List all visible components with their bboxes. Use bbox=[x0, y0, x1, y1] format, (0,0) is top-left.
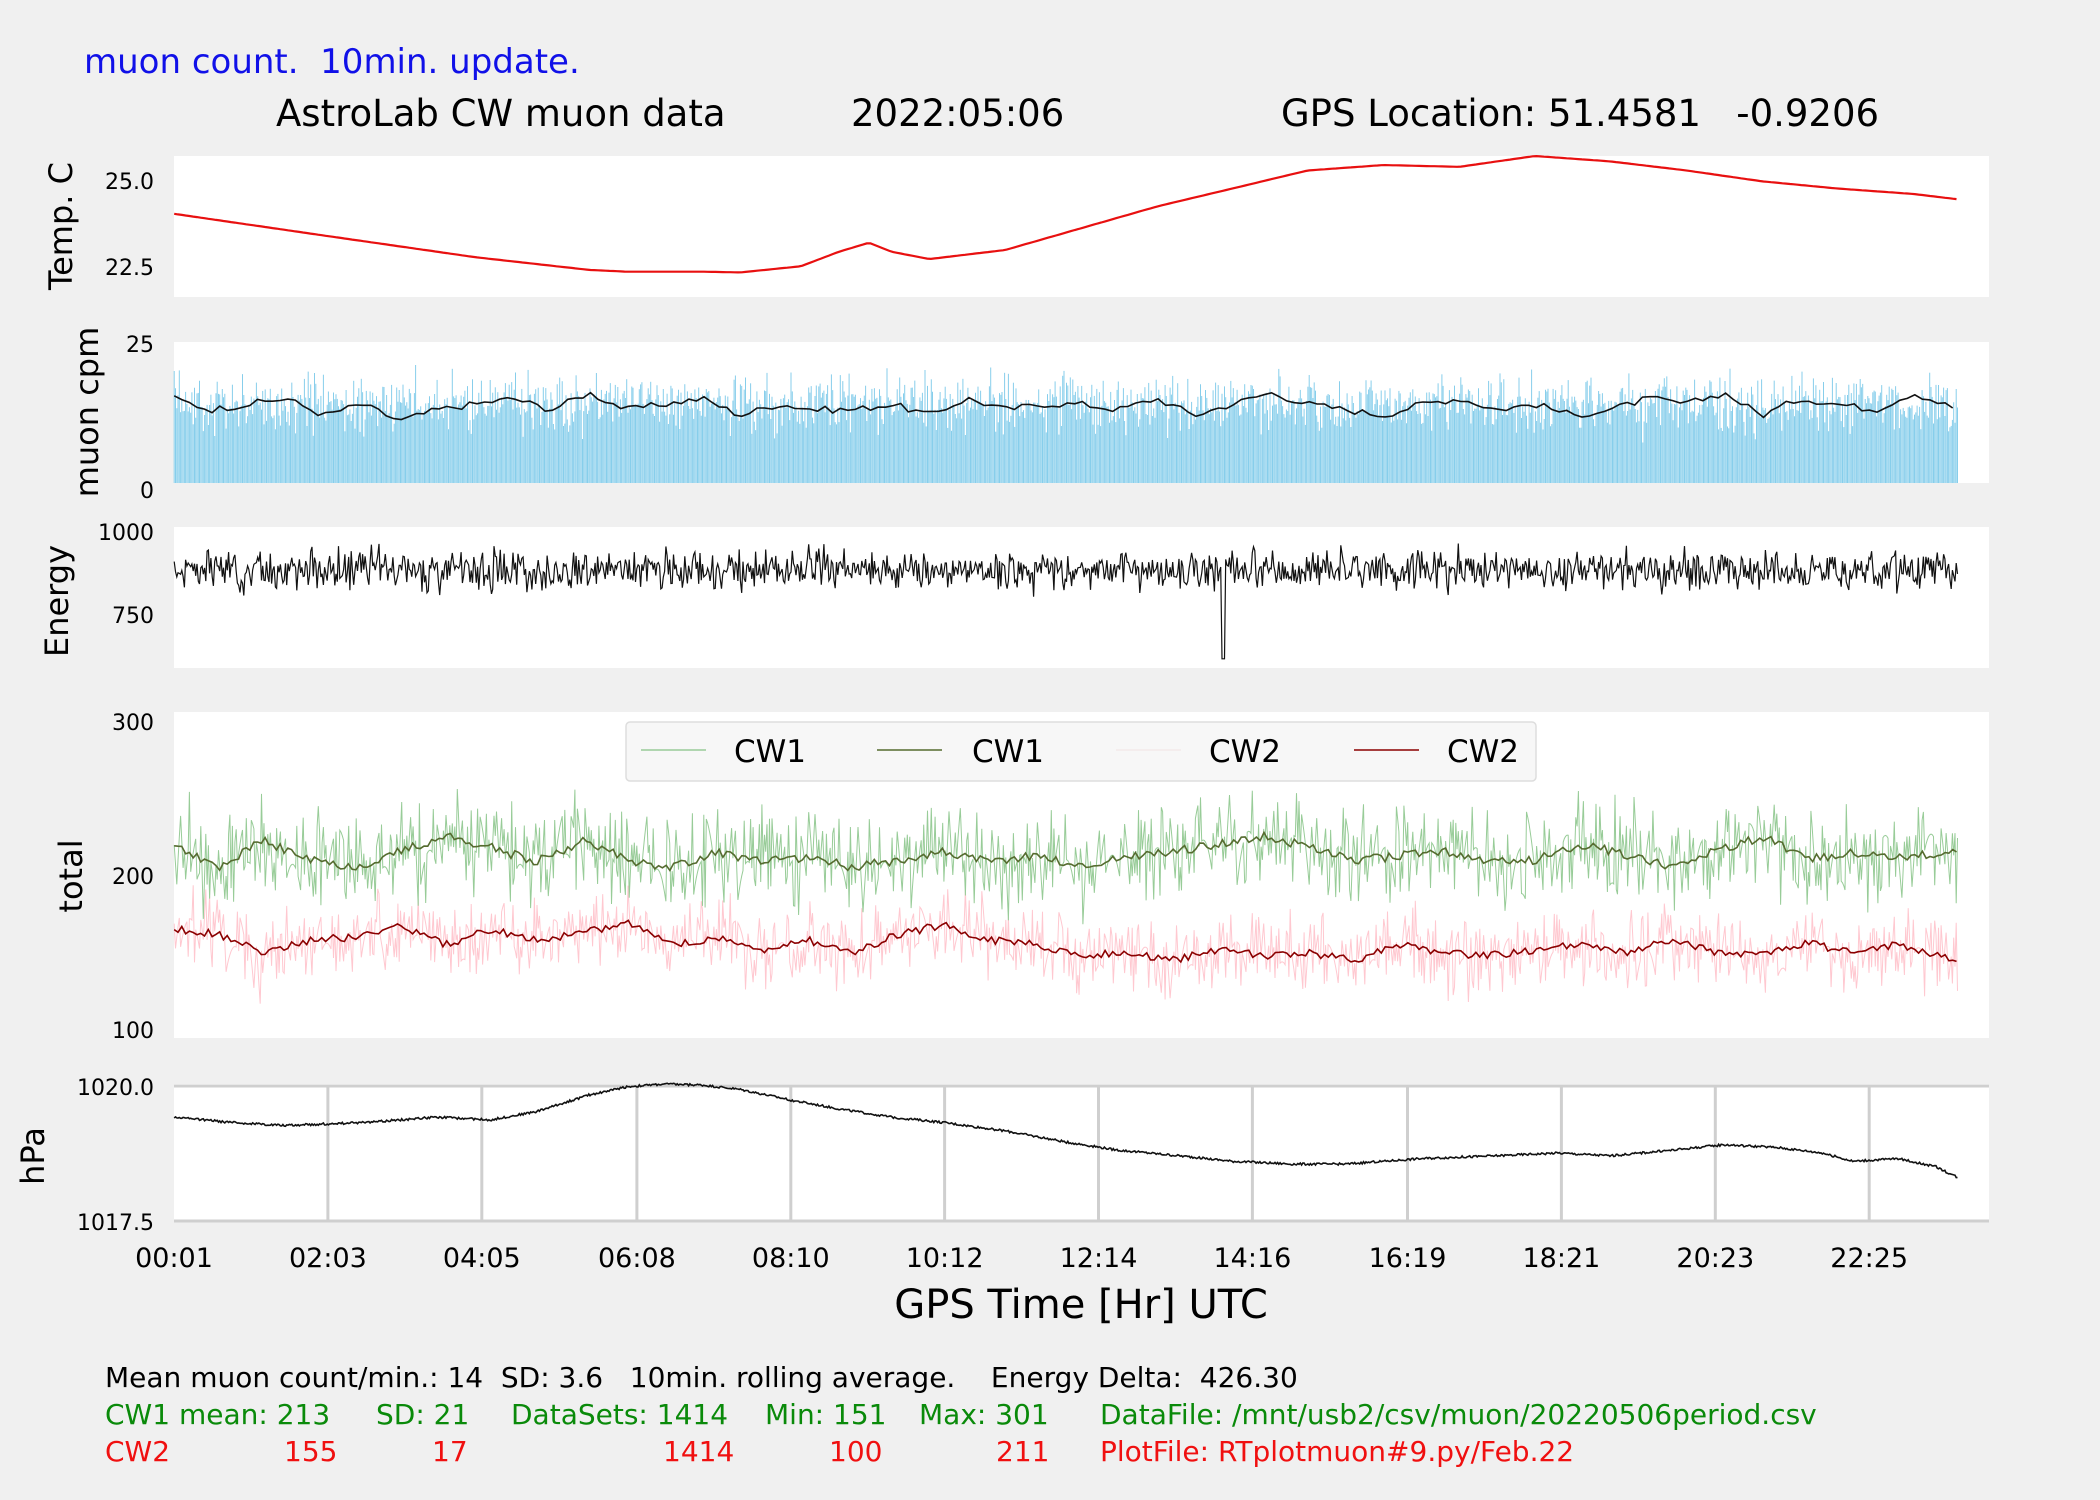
cw1-rolling-avg-line bbox=[174, 830, 1957, 873]
cw2-min: 100 bbox=[829, 1435, 883, 1468]
x-tick-label: 06:08 bbox=[598, 1243, 676, 1274]
cw1-datasets: DataSets: 1414 bbox=[511, 1398, 729, 1431]
pressure-line bbox=[173, 1082, 1958, 1179]
cw2-sd: 17 bbox=[432, 1435, 468, 1468]
temp-line bbox=[174, 154, 1957, 274]
cw2-rolling-avg-line bbox=[173, 919, 1957, 964]
energy-ytick: 1000 bbox=[98, 521, 154, 546]
muon-ylabel: muon cpm bbox=[68, 327, 106, 498]
total-ytick: 100 bbox=[112, 1019, 154, 1044]
gps-location: GPS Location: 51.4581 -0.9206 bbox=[1281, 92, 1880, 135]
x-tick-labels: 00:01 02:03 04:05 06:08 08:10 10:12 12:14 14:16… bbox=[135, 1243, 1908, 1274]
pressure-gridlines bbox=[326, 1086, 1871, 1221]
energy-line bbox=[173, 543, 1959, 660]
muon-ytick: 0 bbox=[140, 479, 154, 504]
total-ytick: 200 bbox=[112, 865, 154, 890]
temp-ytick: 25.0 bbox=[105, 170, 154, 195]
pressure-panel bbox=[174, 1084, 1989, 1222]
cw2-plotfile: PlotFile: RTplotmuon#9.py/Feb.22 bbox=[1100, 1435, 1575, 1468]
cw2-label: CW2 bbox=[105, 1435, 171, 1468]
cw1-raw-line bbox=[173, 788, 1958, 925]
x-tick-label: 14:16 bbox=[1213, 1243, 1291, 1274]
cw1-max: Max: 301 bbox=[919, 1398, 1049, 1431]
update-note: muon count. 10min. update. bbox=[84, 42, 580, 82]
muon-ytick: 25 bbox=[126, 333, 154, 358]
pressure-ylabel: hPa bbox=[14, 1127, 52, 1185]
temp-panel bbox=[174, 156, 1989, 297]
x-tick-label: 00:01 bbox=[135, 1243, 213, 1274]
cw1-datafile: DataFile: /mnt/usb2/csv/muon/20220506per… bbox=[1100, 1398, 1817, 1431]
cw2-max: 211 bbox=[996, 1435, 1050, 1468]
legend-label-cw2-avg: CW2 bbox=[1447, 734, 1519, 770]
chart-title: AstroLab CW muon data bbox=[276, 92, 726, 135]
x-axis-label: GPS Time [Hr] UTC bbox=[894, 1282, 1268, 1328]
temp-ytick: 22.5 bbox=[105, 256, 154, 281]
legend-label-cw1-avg: CW1 bbox=[972, 734, 1044, 770]
energy-panel bbox=[174, 527, 1989, 668]
x-tick-label: 18:21 bbox=[1522, 1243, 1600, 1274]
cw2-mean: 155 bbox=[284, 1435, 338, 1468]
pressure-ytick: 1020.0 bbox=[77, 1076, 154, 1101]
energy-ylabel: Energy bbox=[38, 545, 76, 657]
pressure-ytick: 1017.5 bbox=[77, 1211, 154, 1236]
x-tick-label: 04:05 bbox=[443, 1243, 521, 1274]
muon-stats-line: Mean muon count/min.: 14 SD: 3.6 10min. … bbox=[105, 1361, 1298, 1394]
cw1-sd: SD: 21 bbox=[376, 1398, 470, 1431]
x-tick-label: 10:12 bbox=[906, 1243, 984, 1274]
x-tick-label: 20:23 bbox=[1676, 1243, 1754, 1274]
muon-bars bbox=[173, 365, 1958, 483]
legend-label-cw2-raw: CW2 bbox=[1209, 734, 1281, 770]
x-tick-label: 08:10 bbox=[752, 1243, 830, 1274]
x-tick-label: 16:19 bbox=[1369, 1243, 1447, 1274]
x-tick-label: 12:14 bbox=[1060, 1243, 1138, 1274]
legend-label-cw1-raw: CW1 bbox=[734, 734, 806, 770]
total-ylabel: total bbox=[52, 839, 90, 912]
chart-date: 2022:05:06 bbox=[851, 92, 1065, 135]
legend: CW1 CW1 CW2 CW2 bbox=[625, 721, 1537, 782]
temp-ylabel: Temp. C bbox=[42, 162, 80, 291]
cw2-datasets: 1414 bbox=[663, 1435, 735, 1468]
cw1-mean: CW1 mean: 213 bbox=[105, 1398, 331, 1431]
legend-box bbox=[625, 721, 1537, 782]
muon-rolling-avg-line bbox=[173, 391, 1954, 421]
cw1-min: Min: 151 bbox=[765, 1398, 887, 1431]
energy-ytick: 750 bbox=[112, 604, 154, 629]
total-ytick: 300 bbox=[112, 711, 154, 736]
x-tick-label: 02:03 bbox=[289, 1243, 367, 1274]
x-tick-label: 22:25 bbox=[1830, 1243, 1908, 1274]
